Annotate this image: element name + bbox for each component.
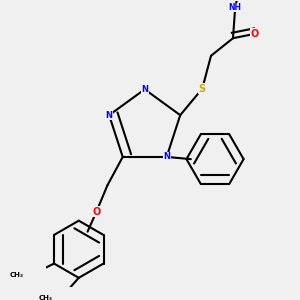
Text: CH₃: CH₃ (9, 272, 23, 278)
Text: N: N (106, 111, 112, 120)
Text: N: N (163, 152, 170, 161)
Text: CH₃: CH₃ (38, 295, 52, 300)
Text: O: O (92, 207, 100, 217)
Text: N: N (141, 85, 148, 94)
Text: NH: NH (229, 3, 242, 12)
Text: O: O (251, 29, 259, 39)
Text: S: S (199, 84, 206, 94)
